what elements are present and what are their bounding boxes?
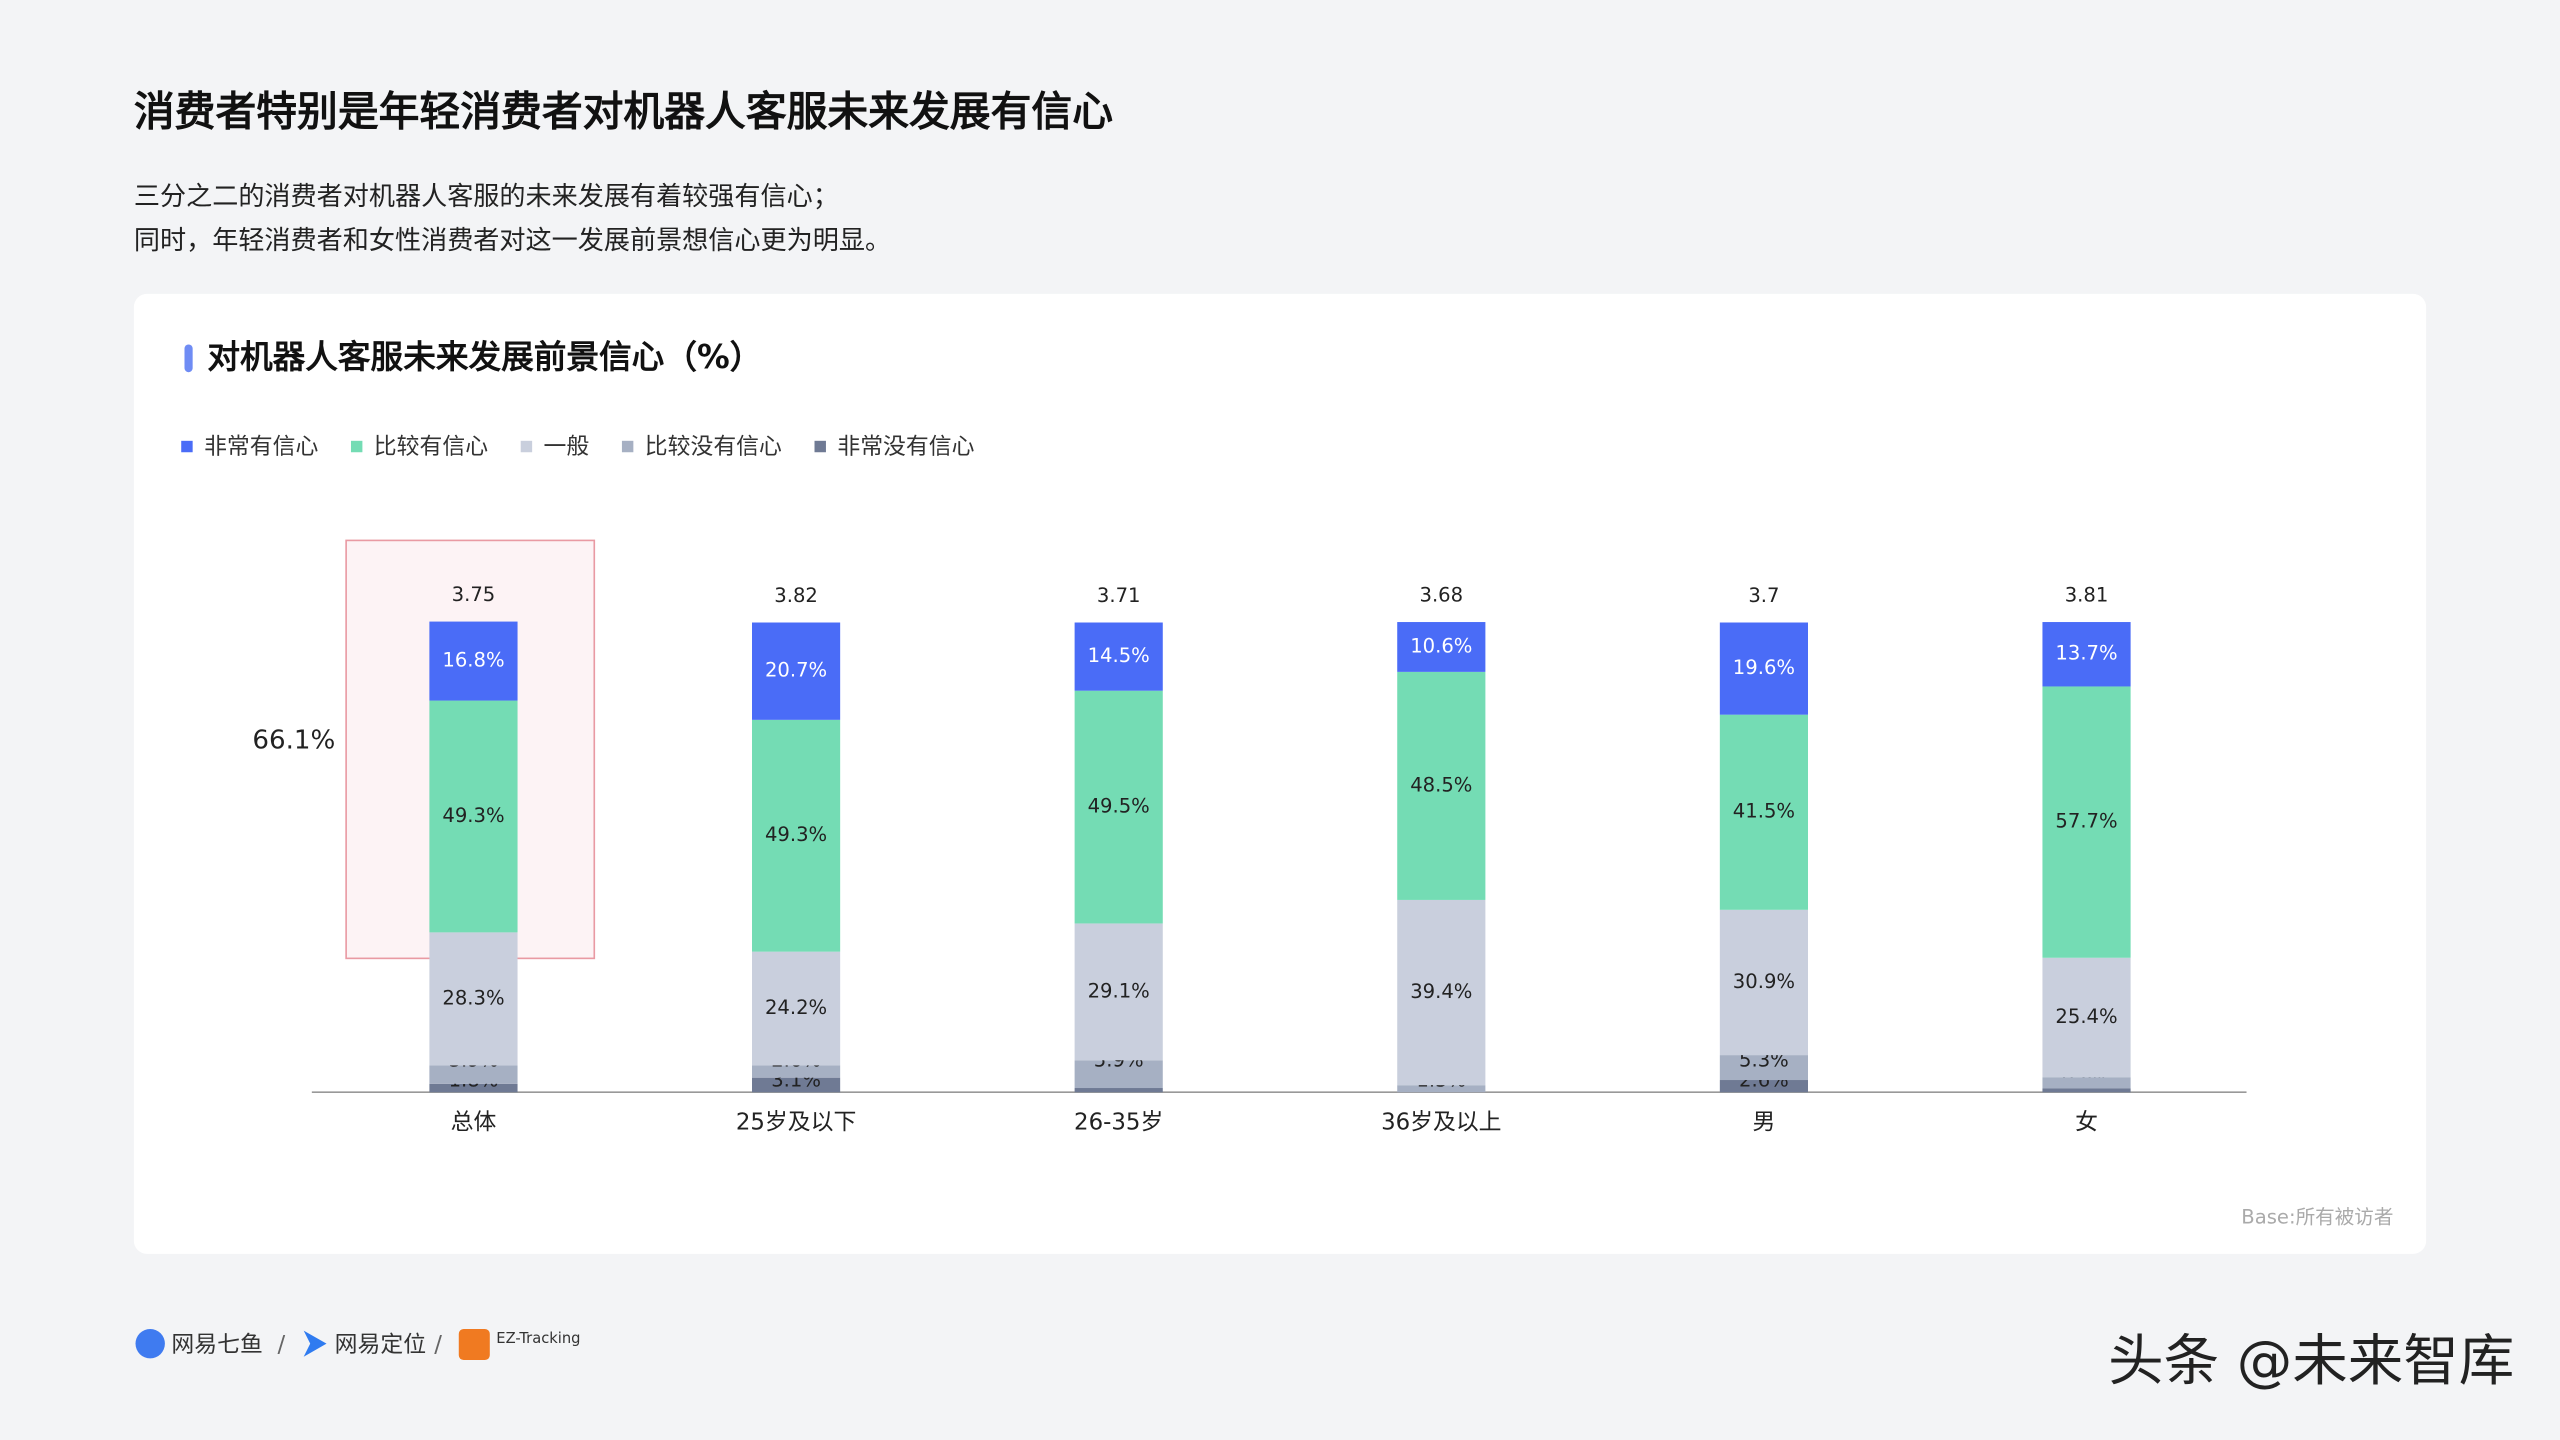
bar-segment [1397,1085,1486,1093]
value-label: 49.3% [765,823,827,846]
page-title: 消费者特别是年轻消费者对机器人客服未来发展有信心 [134,87,1113,135]
value-label: 57.7% [2055,810,2117,833]
mean-label: 3.7 [1748,584,1779,607]
card [133,293,2427,1254]
bar-segment [752,719,841,952]
bar-segment [752,622,841,720]
bar-segment [752,1065,841,1078]
bar-segment [1074,1088,1163,1093]
mean-label: 3.71 [1097,584,1141,607]
mean-label: 3.81 [2065,583,2109,606]
bar-segment [429,621,518,701]
bar-segment [429,1065,518,1084]
value-label: 29.1% [1088,979,1150,1002]
value-label: 49.3% [442,804,504,827]
value-label: 13.7% [2055,642,2117,665]
separator: / [278,1332,286,1358]
mean-label: 3.68 [1420,583,1464,606]
mean-label: 3.75 [452,583,496,606]
x-tick-label: 总体 [451,1110,497,1136]
legend-label: 非常没有信心 [837,434,974,460]
bar-segment [1397,899,1486,1086]
x-tick-label: 女 [2075,1110,2098,1136]
value-label: 28.3% [442,986,504,1009]
x-tick-label: 25岁及以下 [736,1110,856,1136]
subtitle: 三分之二的消费者对机器人客服的未来发展有着较强有信心； [134,182,839,212]
logo-text: 网易七鱼 [171,1332,262,1358]
value-label: 10.6% [1410,634,1472,657]
legend-label: 比较没有信心 [645,434,782,460]
legend-swatch [181,440,193,453]
bar-segment [1397,671,1486,900]
bar-segment [1074,622,1163,691]
mean-label: 3.82 [774,584,818,607]
bar-segment [429,700,518,933]
bar-segment [429,1083,518,1093]
legend-label: 比较有信心 [374,434,488,460]
title-accent [184,344,193,373]
legend-swatch [520,440,533,453]
value-label: 39.4% [1410,980,1472,1003]
bar-segment [1719,622,1808,715]
bar-segment [1074,923,1163,1061]
bar-segment [1074,690,1163,924]
bar-segment [1397,622,1486,672]
note: Base:所有被访者 [2241,1205,2393,1228]
value-label: 20.7% [765,659,827,682]
bar-segment [752,951,841,1066]
bar-segment [2042,1077,2131,1089]
logo-icon [303,1330,327,1357]
logo-text: 网易定位 [335,1332,426,1358]
value-label: 41.5% [1733,800,1795,823]
x-tick-label: 26-35岁 [1074,1110,1163,1136]
bar-segment [752,1077,841,1093]
annotation: 66.1% [252,726,335,756]
value-label: 48.5% [1410,773,1472,796]
bar-segment [1074,1060,1163,1089]
bar-segment [1719,909,1808,1056]
bar-segment [2042,622,2131,687]
bar-segment [2042,686,2131,958]
value-label: 16.8% [442,649,504,672]
bar-segment [1719,1055,1808,1081]
legend-label: 一般 [544,434,590,460]
subtitle: 同时，年轻消费者和女性消费者对这一发展前景想信心更为明显。 [134,226,891,256]
bar-segment [1719,1080,1808,1093]
legend-swatch [621,440,634,453]
legend-label: 非常有信心 [204,434,318,460]
legend-swatch [814,440,826,453]
logo-icon [135,1328,165,1359]
x-tick-label: 36岁及以上 [1381,1110,1501,1136]
value-label: 49.5% [1088,795,1150,818]
bar-segment [1719,714,1808,910]
x-tick-label: 男 [1752,1110,1775,1136]
legend-swatch [350,440,363,453]
value-label: 14.5% [1088,644,1150,667]
watermark: 头条 @未来智库 [2108,1329,2514,1394]
bar-segment [2042,1088,2131,1093]
bar-segment [2042,957,2131,1078]
bar-segment [429,932,518,1066]
value-label: 25.4% [2055,1005,2117,1028]
chart-title: 对机器人客服未来发展前景信心（%） [207,338,762,376]
separator: / [434,1332,442,1358]
logo-text: EZ-Tracking [496,1330,580,1347]
value-label: 24.2% [765,996,827,1019]
value-label: 19.6% [1733,656,1795,679]
logo-icon [458,1328,490,1360]
value-label: 30.9% [1733,970,1795,993]
